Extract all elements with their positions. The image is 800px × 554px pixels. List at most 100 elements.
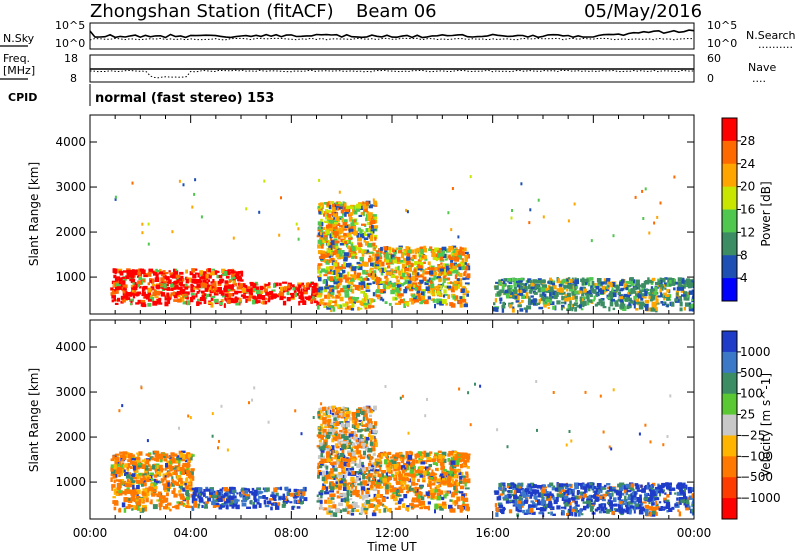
range-cell: [403, 298, 406, 302]
range-cell: [650, 286, 654, 289]
range-cell: [173, 285, 176, 289]
range-cell: [642, 217, 645, 220]
station-title: Zhongshan Station (fitACF): [90, 1, 334, 22]
range-cell: [373, 299, 376, 303]
range-cell: [256, 487, 262, 491]
range-cell: [378, 508, 381, 514]
range-cell: [325, 410, 328, 416]
range-cell: [449, 466, 454, 470]
range-cell: [374, 216, 378, 220]
range-cell: [284, 496, 288, 499]
range-cell: [328, 425, 332, 428]
range-cell: [663, 282, 669, 286]
range-cell: [272, 494, 277, 498]
range-cell: [448, 254, 452, 257]
range-cell: [537, 198, 540, 202]
range-cell: [142, 303, 147, 308]
range-cell: [382, 503, 385, 507]
range-cell: [650, 307, 656, 312]
range-cell: [394, 302, 400, 305]
range-cell: [346, 468, 351, 473]
range-cell: [301, 282, 305, 286]
range-cell: [466, 473, 469, 478]
range-cell: [317, 427, 321, 430]
range-cell: [441, 265, 445, 269]
range-cell: [369, 268, 372, 273]
range-cell: [513, 289, 518, 293]
range-cell: [292, 492, 298, 498]
range-cell: [339, 408, 344, 411]
range-cell: [343, 256, 348, 262]
range-cell: [346, 510, 350, 515]
range-cell: [328, 300, 333, 304]
range-cell: [414, 504, 420, 508]
range-cell: [323, 269, 328, 273]
range-cell: [461, 493, 465, 498]
range-cell: [361, 424, 366, 427]
range-cell: [339, 440, 344, 443]
range-cell: [320, 458, 326, 464]
range-cell: [520, 299, 524, 303]
range-cell: [386, 508, 391, 512]
range-cell: [377, 489, 380, 494]
range-cell: [230, 289, 236, 292]
range-cell: [180, 470, 185, 475]
range-cell: [363, 261, 369, 267]
range-cell: [295, 293, 300, 296]
range-cell: [371, 467, 376, 472]
range-cell: [355, 509, 360, 512]
range-cell: [448, 504, 453, 509]
range-cell: [440, 464, 445, 467]
range-cell: [377, 297, 381, 300]
range-cell: [208, 268, 211, 273]
range-cell: [417, 261, 422, 265]
range-cell: [359, 461, 364, 467]
range-cell: [298, 300, 301, 306]
range-cell: [317, 250, 323, 255]
range-cell: [218, 504, 222, 508]
range-cell: [326, 448, 330, 452]
range-cell: [358, 282, 363, 285]
range-cell: [414, 456, 418, 460]
range-cell: [442, 280, 446, 284]
range-cell: [541, 293, 544, 299]
range-cell: [370, 305, 375, 308]
range-cell: [369, 504, 374, 508]
range-cell: [459, 475, 463, 480]
range-cell: [178, 484, 183, 489]
range-cell: [464, 256, 468, 261]
range-cell: [667, 295, 670, 301]
range-cell: [372, 214, 377, 217]
range-cell: [338, 201, 342, 204]
range-cell: [455, 263, 460, 268]
range-cell: [641, 287, 645, 290]
range-cell: [264, 297, 267, 300]
range-cell: [284, 286, 287, 291]
range-cell: [334, 275, 338, 281]
range-cell: [113, 470, 118, 474]
range-cell: [455, 468, 460, 473]
range-cell: [171, 288, 174, 291]
range-cell: [407, 454, 413, 460]
range-cell: [119, 271, 124, 276]
range-cell: [110, 458, 115, 462]
range-cell: [411, 257, 414, 262]
range-cell: [335, 268, 341, 273]
range-cell: [139, 268, 145, 272]
range-cell: [440, 480, 446, 485]
range-cell: [194, 178, 197, 182]
range-cell: [451, 471, 454, 477]
range-cell: [411, 503, 414, 507]
range-cell: [331, 405, 336, 408]
range-cell: [363, 509, 367, 513]
range-cell: [145, 492, 150, 497]
range-cell: [145, 458, 151, 461]
range-cell: [356, 203, 361, 209]
range-cell: [355, 505, 360, 508]
range-cell: [350, 513, 355, 516]
range-cell: [448, 245, 454, 251]
range-cell: [317, 265, 321, 270]
range-cell: [247, 286, 251, 289]
range-cell: [393, 498, 398, 502]
range-cell: [458, 505, 463, 509]
